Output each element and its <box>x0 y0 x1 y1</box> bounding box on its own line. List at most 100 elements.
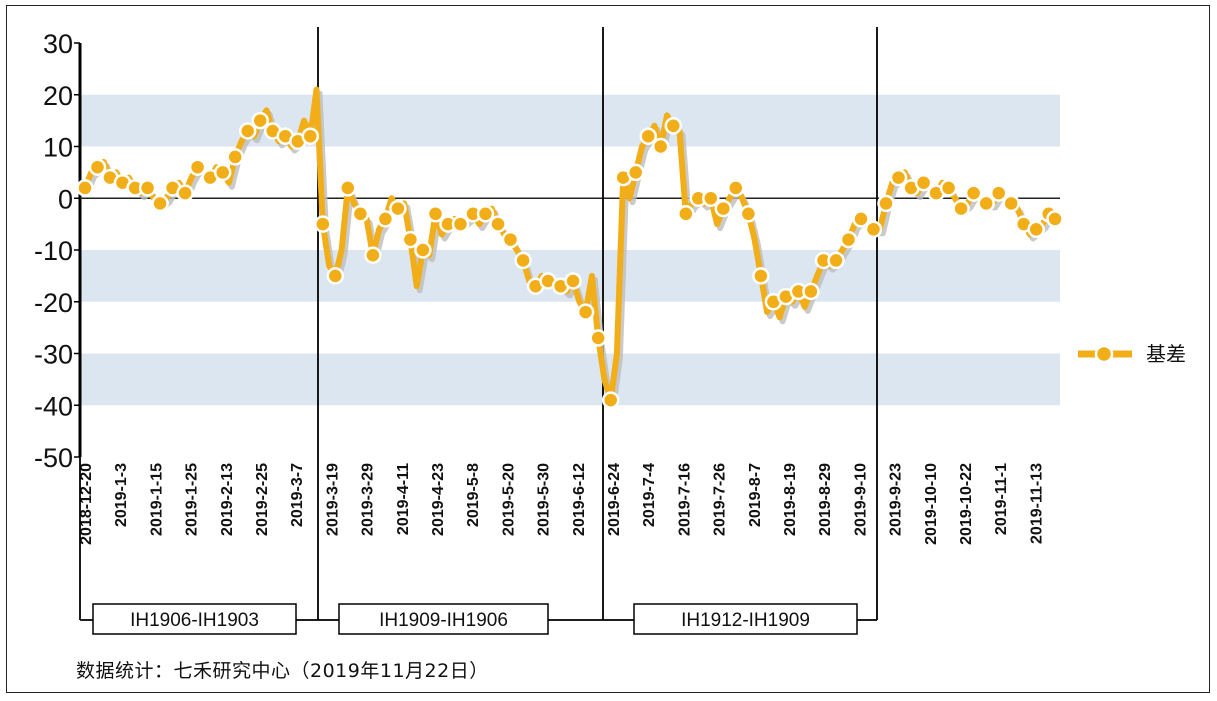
y-tick-label: 30 <box>43 29 73 59</box>
grid-band <box>80 94 1060 147</box>
data-point <box>677 205 695 223</box>
legend-marker <box>1094 344 1114 364</box>
x-tick-label: 2019-5-30 <box>536 463 553 536</box>
data-point <box>376 210 395 228</box>
data-point <box>339 179 357 197</box>
data-point <box>476 205 495 223</box>
x-tick-label: 2019-5-8 <box>465 463 482 527</box>
contract-label: IH1912-IH1909 <box>681 610 810 631</box>
data-point <box>989 184 1008 202</box>
data-point <box>964 184 983 202</box>
data-point <box>301 127 320 145</box>
data-point <box>589 329 607 347</box>
x-tick-label: 2019-2-25 <box>254 463 271 536</box>
chart-frame <box>6 5 1210 693</box>
x-tick-label: 2019-8-29 <box>817 463 834 536</box>
x-tick-label: 2019-11-1 <box>993 463 1010 535</box>
data-point <box>651 137 670 156</box>
data-point <box>426 205 445 223</box>
data-point <box>802 282 820 301</box>
data-point <box>1027 220 1045 239</box>
x-tick-label: 2019-3-7 <box>289 463 306 527</box>
data-point <box>351 205 370 223</box>
data-point <box>727 179 745 197</box>
x-tick-label: 2019-1-3 <box>113 463 130 527</box>
data-point <box>914 173 933 192</box>
data-point <box>76 179 94 197</box>
data-point <box>401 230 420 249</box>
x-tick-label: 2019-6-24 <box>606 463 623 536</box>
data-point <box>451 215 470 233</box>
data-point <box>639 127 657 145</box>
data-point <box>752 267 770 285</box>
data-point <box>852 210 870 228</box>
x-tick-label: 2019-10-10 <box>923 463 940 545</box>
x-tick-label: 2019-9-23 <box>888 463 905 536</box>
data-point <box>1002 194 1020 213</box>
data-point <box>889 168 908 187</box>
y-tick-label: 0 <box>58 184 73 214</box>
x-tick-label: 2019-7-16 <box>676 463 693 536</box>
data-point <box>238 122 257 140</box>
x-tick-label: 2019-3-19 <box>324 463 341 536</box>
y-tick-label: 10 <box>43 133 73 163</box>
data-point <box>827 251 845 270</box>
y-tick-label: -10 <box>34 236 73 266</box>
footer-source: 数据统计：七禾研究中心（2019年11月22日） <box>76 660 489 682</box>
data-point <box>564 272 582 290</box>
x-tick-label: 2019-7-4 <box>641 463 658 527</box>
x-axis: 2018-12-20 2019-1-3 2019-1-15 2019-1-25 2019… <box>78 463 1045 545</box>
data-point <box>939 179 958 197</box>
contract-label: IH1909-IH1906 <box>379 610 508 631</box>
data-point <box>514 251 532 270</box>
data-point <box>251 111 269 130</box>
data-point <box>864 220 883 239</box>
data-point <box>213 163 232 182</box>
data-point <box>414 241 432 259</box>
data-point <box>501 230 520 249</box>
data-point <box>877 194 895 213</box>
data-point <box>626 163 645 182</box>
data-point <box>714 199 733 218</box>
x-tick-label: 2019-3-29 <box>360 463 377 536</box>
data-point <box>314 215 332 233</box>
x-tick-label: 2019-8-19 <box>782 463 799 536</box>
x-tick-label: 2019-1-15 <box>148 463 165 536</box>
data-point <box>138 179 157 197</box>
data-point <box>489 215 507 233</box>
data-point <box>364 246 382 264</box>
data-point <box>601 391 620 409</box>
x-tick-label: 2019-11-13 <box>1028 463 1045 544</box>
data-point <box>702 189 720 208</box>
data-point <box>176 184 194 202</box>
x-tick-label: 2019-6-12 <box>571 463 588 536</box>
data-point <box>977 194 995 213</box>
data-point <box>326 267 345 285</box>
x-tick-label: 2019-4-23 <box>430 463 447 536</box>
data-point <box>151 194 169 213</box>
x-tick-label: 2019-9-10 <box>852 463 869 536</box>
y-tick-label: 20 <box>43 81 73 111</box>
x-tick-label: 2019-7-26 <box>712 463 729 536</box>
grid-bands <box>80 94 1060 406</box>
contract-label: IH1906-IH1903 <box>130 610 259 631</box>
y-tick-label: -20 <box>34 288 73 318</box>
data-point <box>739 205 758 223</box>
data-point <box>664 117 683 135</box>
data-point <box>952 199 970 218</box>
data-point <box>226 148 244 166</box>
legend-label: 基差 <box>1146 343 1186 366</box>
x-tick-label: 2019-2-13 <box>219 463 236 536</box>
data-point <box>576 303 595 321</box>
contract-box <box>633 603 858 635</box>
legend: 基差 <box>1078 343 1186 366</box>
data-point <box>88 158 107 176</box>
y-axis: 30 20 10 0 -10 -20 -30 -40 -50 <box>34 29 1060 473</box>
contract-box <box>338 603 549 635</box>
x-tick-label: 2018-12-20 <box>78 463 95 545</box>
data-point <box>188 158 207 176</box>
x-tick-label: 2019-5-20 <box>500 463 517 536</box>
y-tick-label: -50 <box>34 443 73 473</box>
x-tick-label: 2019-10-22 <box>958 463 975 545</box>
